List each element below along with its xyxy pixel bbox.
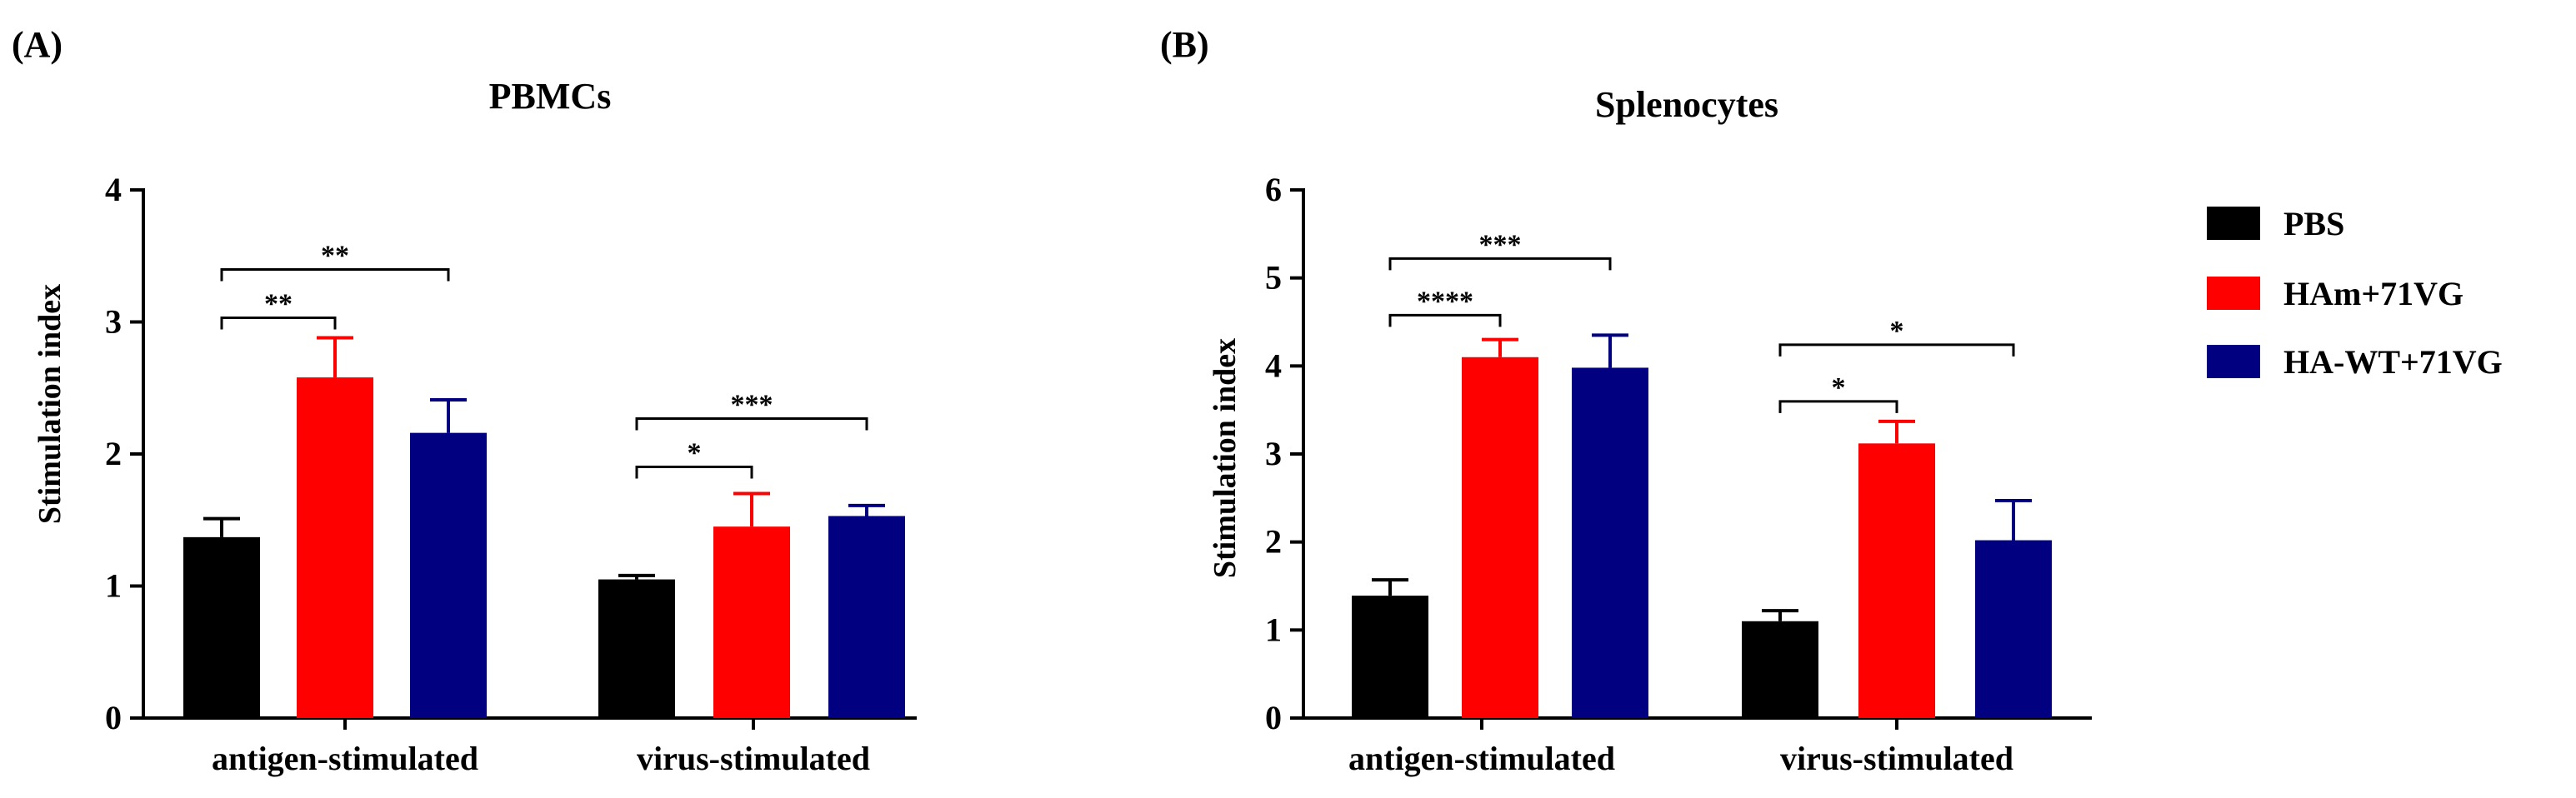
panel-b-marks: 0 1 2 3 4 5 6 antigen-stimulated virus-stimulate… <box>1265 171 2092 777</box>
panel-a-bar-pbs <box>598 579 675 718</box>
legend: PBS HAm+71VG HA-WT+71VG <box>2207 205 2503 381</box>
panel-b-bar-ha-wt-71vg <box>1572 367 1648 718</box>
panel-b-significance-label: * <box>1832 372 1846 403</box>
panel-b-label: (B) <box>1160 24 1209 65</box>
panel-b-y-tick-label: 4 <box>1265 347 1282 384</box>
panel-b-y-tick-label: 2 <box>1265 523 1282 561</box>
panel-a-significance-bracket <box>220 268 450 282</box>
panel-b-significance-label: **** <box>1417 286 1473 317</box>
panel-b-title: Splenocytes <box>1595 84 1778 125</box>
panel-a-category-label: antigen-stimulated <box>212 740 478 777</box>
panel-a-bar-ham-71vg <box>713 526 790 718</box>
chart-panel-b: (B) Splenocytes Stimulation index 0 1 2 3 4 5… <box>1160 24 2092 777</box>
panel-b-significance-bracket <box>1778 343 2015 357</box>
panel-a-y-tick-label: 1 <box>105 567 122 605</box>
panel-a-significance-label: *** <box>731 390 773 421</box>
panel-b-significance-bracket <box>1778 400 1898 413</box>
chart-panel-a: (A) PBMCs Stimulation index 0 1 2 3 4 antigen… <box>12 24 917 777</box>
panel-a-category-label: virus-stimulated <box>637 740 870 777</box>
panel-a-marks: 0 1 2 3 4 antigen-stimulated virus-stimulated *… <box>105 171 917 777</box>
panel-a-y-tick-label: 4 <box>105 171 122 208</box>
panel-a-bar-ha-wt-71vg <box>828 516 905 718</box>
panel-b-y-tick-label: 6 <box>1265 171 1282 208</box>
legend-label-ham-71vg: HAm+71VG <box>2283 275 2463 312</box>
panel-a-bar-ham-71vg <box>297 377 373 718</box>
panel-a-bar-pbs <box>183 536 260 718</box>
legend-swatch-ha-wt-71vg <box>2207 345 2260 378</box>
panel-a-label: (A) <box>12 24 63 65</box>
panel-b-significance-label: *** <box>1479 229 1522 260</box>
panel-b-y-tick-label: 5 <box>1265 259 1282 297</box>
legend-label-pbs: PBS <box>2283 205 2344 242</box>
panel-b-significance-label: * <box>1890 316 1904 347</box>
panel-b-category-label: virus-stimulated <box>1780 740 2013 777</box>
panel-a-title: PBMCs <box>489 76 612 117</box>
panel-b-y-axis-label: Stimulation index <box>1208 338 1243 578</box>
panel-a-significance-bracket <box>635 417 868 431</box>
panel-b-bar-ha-wt-71vg <box>1975 540 2052 718</box>
panel-a-significance-label: * <box>688 438 702 469</box>
panel-a-significance-label: ** <box>264 289 293 320</box>
panel-b-bar-pbs <box>1742 621 1818 718</box>
panel-b-category-label: antigen-stimulated <box>1348 740 1615 777</box>
panel-b-significance-bracket <box>1388 313 1502 327</box>
panel-a-significance-label: ** <box>321 241 349 272</box>
panel-a-significance-bracket <box>635 466 753 479</box>
panel-a-y-axis-label: Stimulation index <box>33 284 68 524</box>
panel-b-y-tick-label: 3 <box>1265 435 1282 472</box>
panel-a-y-tick-label: 3 <box>105 303 122 341</box>
panel-a-bar-ha-wt-71vg <box>410 432 487 718</box>
panel-a-y-tick-label: 2 <box>105 435 122 472</box>
legend-swatch-ham-71vg <box>2207 277 2260 310</box>
panel-b-significance-bracket <box>1388 257 1612 271</box>
panel-b-y-tick-label: 1 <box>1265 611 1282 648</box>
panel-a-y-tick-label: 0 <box>105 699 122 736</box>
panel-b-bar-ham-71vg <box>1462 357 1538 718</box>
panel-b-bar-ham-71vg <box>1858 443 1935 718</box>
legend-swatch-pbs <box>2207 207 2260 240</box>
legend-label-ha-wt-71vg: HA-WT+71VG <box>2283 343 2503 381</box>
panel-b-bar-pbs <box>1352 596 1428 718</box>
panel-a-significance-bracket <box>220 317 337 330</box>
panel-b-y-tick-label: 0 <box>1265 699 1282 736</box>
